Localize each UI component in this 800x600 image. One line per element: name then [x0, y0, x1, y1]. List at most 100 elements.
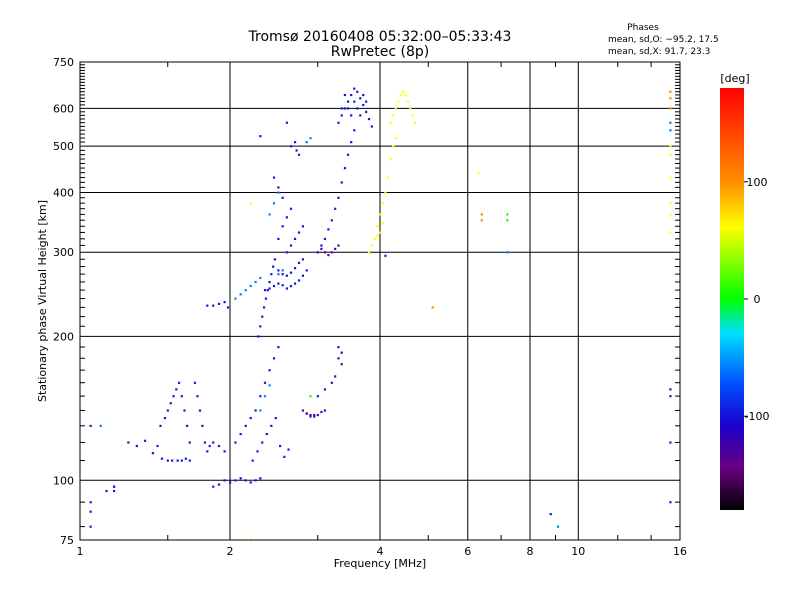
data-point-o [249, 481, 252, 484]
data-point-other [340, 363, 343, 366]
data-point-other [431, 306, 434, 309]
y-tick-label: 600 [53, 102, 74, 115]
data-point-x [389, 121, 392, 124]
data-point-o [254, 479, 257, 482]
data-point-other [268, 213, 271, 216]
data-point-other [277, 273, 280, 276]
phases-heading: Phases [627, 23, 659, 33]
data-point-o [359, 114, 362, 117]
data-point-o [340, 351, 343, 354]
data-point-o [301, 409, 305, 412]
data-point-o [356, 107, 359, 110]
data-point-other [268, 384, 271, 387]
data-point-o [256, 450, 259, 453]
data-point-x [370, 244, 373, 247]
data-point-x [384, 191, 387, 194]
data-point-o [309, 415, 312, 418]
data-point-o [669, 388, 672, 391]
data-point-o [334, 207, 337, 210]
data-point-other [669, 97, 672, 100]
x-tick-label: 2 [227, 545, 234, 558]
data-point-o [166, 409, 169, 412]
data-point-o [198, 409, 202, 412]
data-point-o [337, 196, 340, 199]
y-tick-label: 200 [53, 330, 74, 343]
data-point-o [151, 452, 155, 455]
data-point-o [337, 346, 340, 349]
data-point-x [379, 213, 382, 216]
data-point-o [669, 441, 672, 444]
data-point-other [480, 213, 483, 216]
data-point-o [234, 441, 237, 444]
data-point-x [394, 137, 397, 140]
data-point-other [669, 121, 672, 124]
data-point-x [392, 114, 395, 117]
x-tick-label: 1 [77, 545, 84, 558]
data-point-x [394, 107, 397, 110]
data-point-other [556, 525, 560, 528]
data-point-o [279, 444, 282, 448]
data-point-o [313, 415, 316, 418]
data-point-o [169, 402, 172, 405]
data-point-o [350, 114, 353, 117]
data-point-o [367, 117, 371, 121]
data-point-o [297, 261, 301, 265]
data-point-o [188, 459, 191, 462]
y-tick-label: 750 [53, 56, 74, 69]
data-point-x [477, 171, 480, 174]
data-point-o [208, 444, 211, 448]
data-point-o [273, 258, 276, 261]
data-point-o [234, 479, 237, 482]
data-point-o [323, 409, 327, 412]
data-point-o [330, 219, 333, 222]
data-point-x [669, 153, 672, 156]
data-point-o [143, 439, 147, 442]
data-point-o [289, 207, 293, 210]
x-tick-label: 16 [673, 545, 687, 558]
data-point-o [365, 100, 368, 103]
data-point-other [506, 251, 509, 254]
data-point-o [330, 381, 333, 384]
data-point-o [287, 448, 290, 451]
data-point-o [353, 87, 356, 90]
data-point-o [244, 424, 247, 428]
data-point-o [229, 481, 232, 484]
data-point-o [226, 306, 230, 309]
data-point-o [327, 228, 330, 231]
data-point-o [384, 254, 387, 257]
data-point-x [376, 225, 379, 228]
y-tick-label: 100 [53, 474, 74, 487]
data-point-other [669, 90, 672, 93]
data-point-o [281, 273, 284, 276]
data-point-o [163, 416, 167, 420]
data-point-other [669, 107, 672, 110]
data-point-other [327, 254, 330, 257]
data-point-o [89, 510, 92, 513]
data-point-o [301, 258, 305, 261]
data-point-x [367, 251, 371, 254]
chart-subtitle: RwPretec (8p) [331, 44, 429, 60]
data-point-o [268, 287, 271, 290]
data-point-o [297, 153, 301, 156]
data-point-x [409, 107, 412, 110]
data-point-o [223, 479, 226, 482]
data-point-o [293, 267, 297, 270]
data-point-other [309, 413, 312, 417]
data-point-other [99, 424, 102, 428]
data-point-other [272, 202, 276, 205]
data-point-x [399, 93, 402, 97]
data-point-o [270, 424, 273, 428]
data-point-o [259, 395, 262, 398]
data-point-other [305, 412, 308, 415]
data-point-o [186, 424, 189, 428]
data-point-o [293, 141, 297, 144]
data-point-o [175, 388, 178, 391]
data-point-o [193, 381, 197, 384]
data-point-o [297, 279, 301, 282]
data-point-o [259, 325, 262, 328]
x-tick-label: 4 [377, 545, 384, 558]
data-point-o [176, 459, 179, 462]
data-point-other [323, 251, 327, 254]
data-point-o [217, 302, 221, 305]
